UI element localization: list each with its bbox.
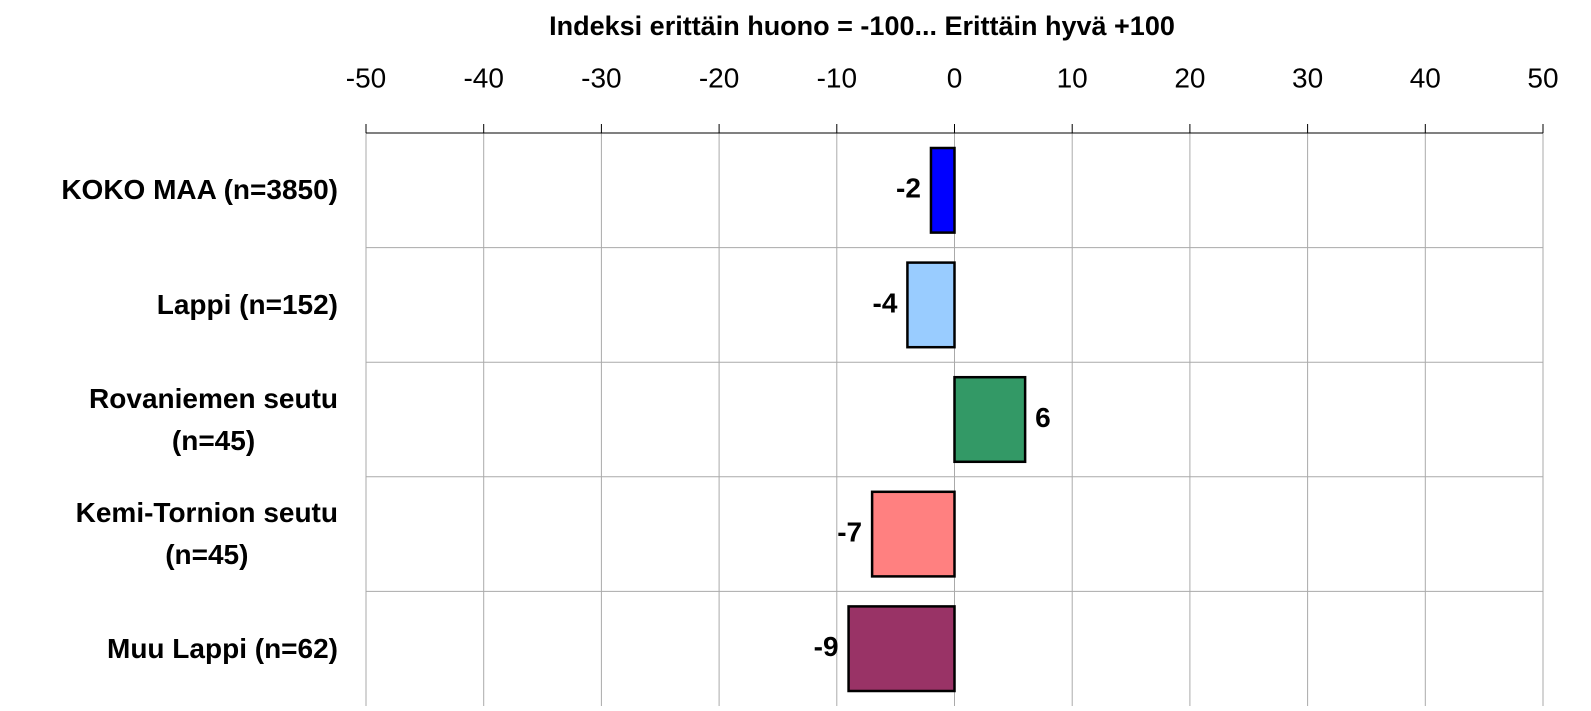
category-label: Muu Lappi (n=62) <box>107 632 338 664</box>
x-tick-label: -10 <box>817 62 857 93</box>
bar <box>870 490 956 578</box>
data-label: -9 <box>814 631 839 662</box>
x-tick-label: 50 <box>1527 62 1558 93</box>
x-tick-label: -30 <box>581 62 621 93</box>
data-label: -2 <box>896 173 921 204</box>
x-tick-label: -20 <box>699 62 739 93</box>
category-label: Kemi-Tornion seutu (n=45) <box>75 497 338 571</box>
bar <box>929 146 956 234</box>
bar <box>847 605 956 693</box>
data-label: -7 <box>837 516 862 547</box>
x-tick-label: 30 <box>1292 62 1323 93</box>
x-tick-label: 20 <box>1174 62 1205 93</box>
category-label: KOKO MAA (n=3850) <box>61 174 338 206</box>
category-label: Rovaniemen seutu (n=45) <box>89 382 338 456</box>
x-tick-label: -40 <box>463 62 503 93</box>
x-tick-label: 0 <box>947 62 963 93</box>
bar <box>953 375 1027 464</box>
chart-title: Indeksi erittäin huono = -100... Erittäi… <box>549 11 1175 41</box>
bar <box>906 261 956 349</box>
data-label: 6 <box>1035 402 1051 433</box>
data-label: -4 <box>873 287 898 318</box>
x-tick-label: 10 <box>1057 62 1088 93</box>
x-tick-label: 40 <box>1410 62 1441 93</box>
x-tick-label: -50 <box>346 62 386 93</box>
category-label: Lappi (n=152) <box>156 288 338 320</box>
